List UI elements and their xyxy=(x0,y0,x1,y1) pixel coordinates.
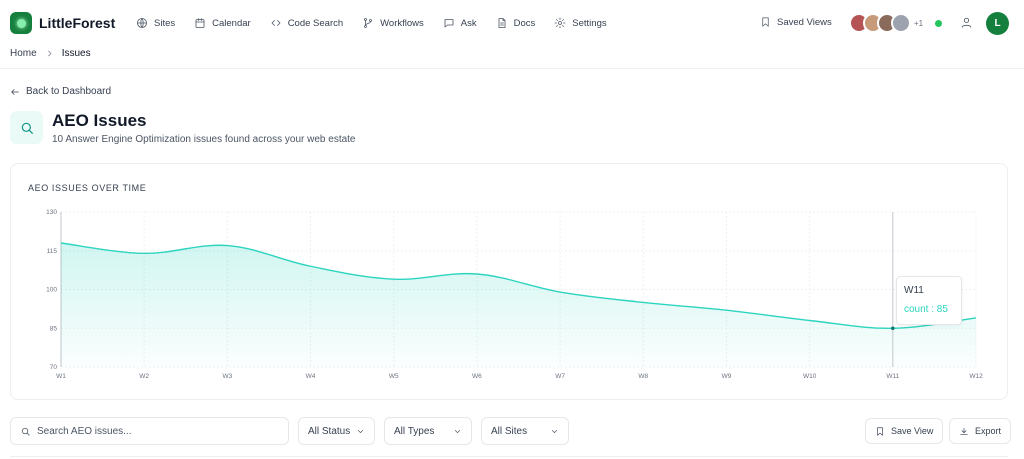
header-divider xyxy=(0,68,1024,69)
app-name: LittleForest xyxy=(39,15,116,31)
arrow-left-icon xyxy=(11,88,19,95)
x-tick-label: W10 xyxy=(803,373,817,380)
nav-item-label: Workflows xyxy=(380,17,424,29)
nav-item-calendar[interactable]: Calendar xyxy=(194,17,251,29)
page-subtitle: 10 Answer Engine Optimization issues fou… xyxy=(52,134,356,145)
collaborator-avatars[interactable]: +1 xyxy=(849,13,923,33)
export-label: Export xyxy=(975,426,1002,436)
code-icon xyxy=(271,20,281,26)
chart-tooltip: W11 count : 85 xyxy=(896,276,962,325)
back-to-dashboard-link[interactable]: Back to Dashboard xyxy=(10,86,111,97)
site-filter-value: All Sites xyxy=(491,425,528,437)
nav-item-sites[interactable]: Sites xyxy=(136,17,175,29)
search-input[interactable] xyxy=(37,425,267,437)
type-filter-select[interactable]: All Types xyxy=(384,417,472,445)
tooltip-label: W11 xyxy=(904,285,924,296)
status-filter-value: All Status xyxy=(308,425,351,437)
globe-icon xyxy=(137,18,147,28)
logo-icon xyxy=(10,12,32,34)
series-line-count[interactable] xyxy=(60,242,977,329)
chevron-down-icon xyxy=(454,429,461,433)
top-navigation-bar: LittleForest Sites Calendar Code Search … xyxy=(0,0,1024,46)
nav-item-label: Code Search xyxy=(287,17,344,29)
status-filter-select[interactable]: All Status xyxy=(298,417,375,445)
avatar xyxy=(891,13,911,33)
chart-title: AEO ISSUES OVER TIME xyxy=(28,183,147,193)
y-tick-label: 130 xyxy=(46,209,57,216)
save-view-label: Save View xyxy=(891,426,934,436)
user-icon[interactable] xyxy=(960,16,973,29)
table-top-border xyxy=(10,456,1008,457)
collaborators-more-count: +1 xyxy=(914,18,924,28)
x-tick-label: W1 xyxy=(56,373,66,380)
x-tick-label: W9 xyxy=(722,373,732,380)
hover-point[interactable] xyxy=(891,326,895,331)
chevron-down-icon xyxy=(357,429,364,433)
nav-item-label: Docs xyxy=(513,17,536,29)
chevron-right-icon xyxy=(47,50,52,56)
nav-item-code-search[interactable]: Code Search xyxy=(270,17,343,29)
chart-card: AEO ISSUES OVER TIME 70 85 100 115 130 W1 W2 W3… xyxy=(10,163,1008,400)
nav-item-settings[interactable]: Settings xyxy=(554,17,607,29)
save-view-button[interactable]: Save View xyxy=(865,418,944,444)
app-logo[interactable]: LittleForest xyxy=(10,12,115,34)
chevron-down-icon xyxy=(551,429,558,433)
nav-item-label: Calendar xyxy=(212,17,251,29)
x-tick-label: W2 xyxy=(139,373,149,380)
x-tick-label: W5 xyxy=(389,373,399,380)
search-icon xyxy=(21,122,33,134)
y-tick-label: 85 xyxy=(50,325,58,332)
search-icon xyxy=(21,427,30,436)
calendar-icon xyxy=(195,18,205,28)
area-fill xyxy=(61,243,976,367)
saved-views-button[interactable]: Saved Views xyxy=(760,16,832,28)
search-field[interactable] xyxy=(10,417,289,445)
bookmark-icon xyxy=(762,17,769,27)
document-icon xyxy=(498,18,506,28)
branch-icon xyxy=(364,18,373,28)
x-tick-label: W3 xyxy=(222,373,232,380)
site-filter-select[interactable]: All Sites xyxy=(481,417,569,445)
back-link-label: Back to Dashboard xyxy=(26,86,112,97)
export-button[interactable]: Export xyxy=(949,418,1012,444)
online-status-indicator xyxy=(935,20,942,27)
nav-item-docs[interactable]: Docs xyxy=(496,17,536,29)
nav-item-ask[interactable]: Ask xyxy=(443,17,477,29)
bookmark-icon xyxy=(877,426,883,436)
breadcrumb-current: Issues xyxy=(61,47,91,59)
breadcrumb: Home Issues xyxy=(10,46,91,60)
chat-icon xyxy=(444,19,454,28)
page-title-icon-box xyxy=(10,111,43,144)
x-tick-label: W8 xyxy=(638,373,648,380)
nav-item-label: Ask xyxy=(460,17,477,29)
y-tick-label: 115 xyxy=(47,248,58,255)
aeo-issues-chart[interactable]: 70 85 100 115 130 W1 W2 W3 W4 W5 W6 W7 W8 W9 W10 W11 W12 xyxy=(11,164,1009,401)
y-tick-label: 70 xyxy=(50,364,58,371)
breadcrumb-home[interactable]: Home xyxy=(10,47,37,59)
x-tick-label: W4 xyxy=(306,373,316,380)
nav-item-label: Sites xyxy=(154,17,176,29)
gear-icon xyxy=(554,17,566,29)
tooltip-value: count : 85 xyxy=(904,304,948,315)
x-tick-label: W11 xyxy=(886,373,899,380)
nav-item-label: Settings xyxy=(572,17,607,29)
type-filter-value: All Types xyxy=(394,425,435,437)
page-title: AEO Issues xyxy=(52,111,147,130)
x-tick-label: W6 xyxy=(472,373,482,380)
user-avatar[interactable]: L xyxy=(986,12,1009,35)
saved-views-label: Saved Views xyxy=(777,16,832,28)
download-icon xyxy=(960,427,968,435)
x-tick-label: W12 xyxy=(969,373,983,380)
x-tick-label: W7 xyxy=(555,373,565,380)
nav-item-workflows[interactable]: Workflows xyxy=(362,17,424,29)
y-tick-label: 100 xyxy=(46,287,57,294)
main-nav: Sites Calendar Code Search Workflows Ask… xyxy=(136,0,626,46)
